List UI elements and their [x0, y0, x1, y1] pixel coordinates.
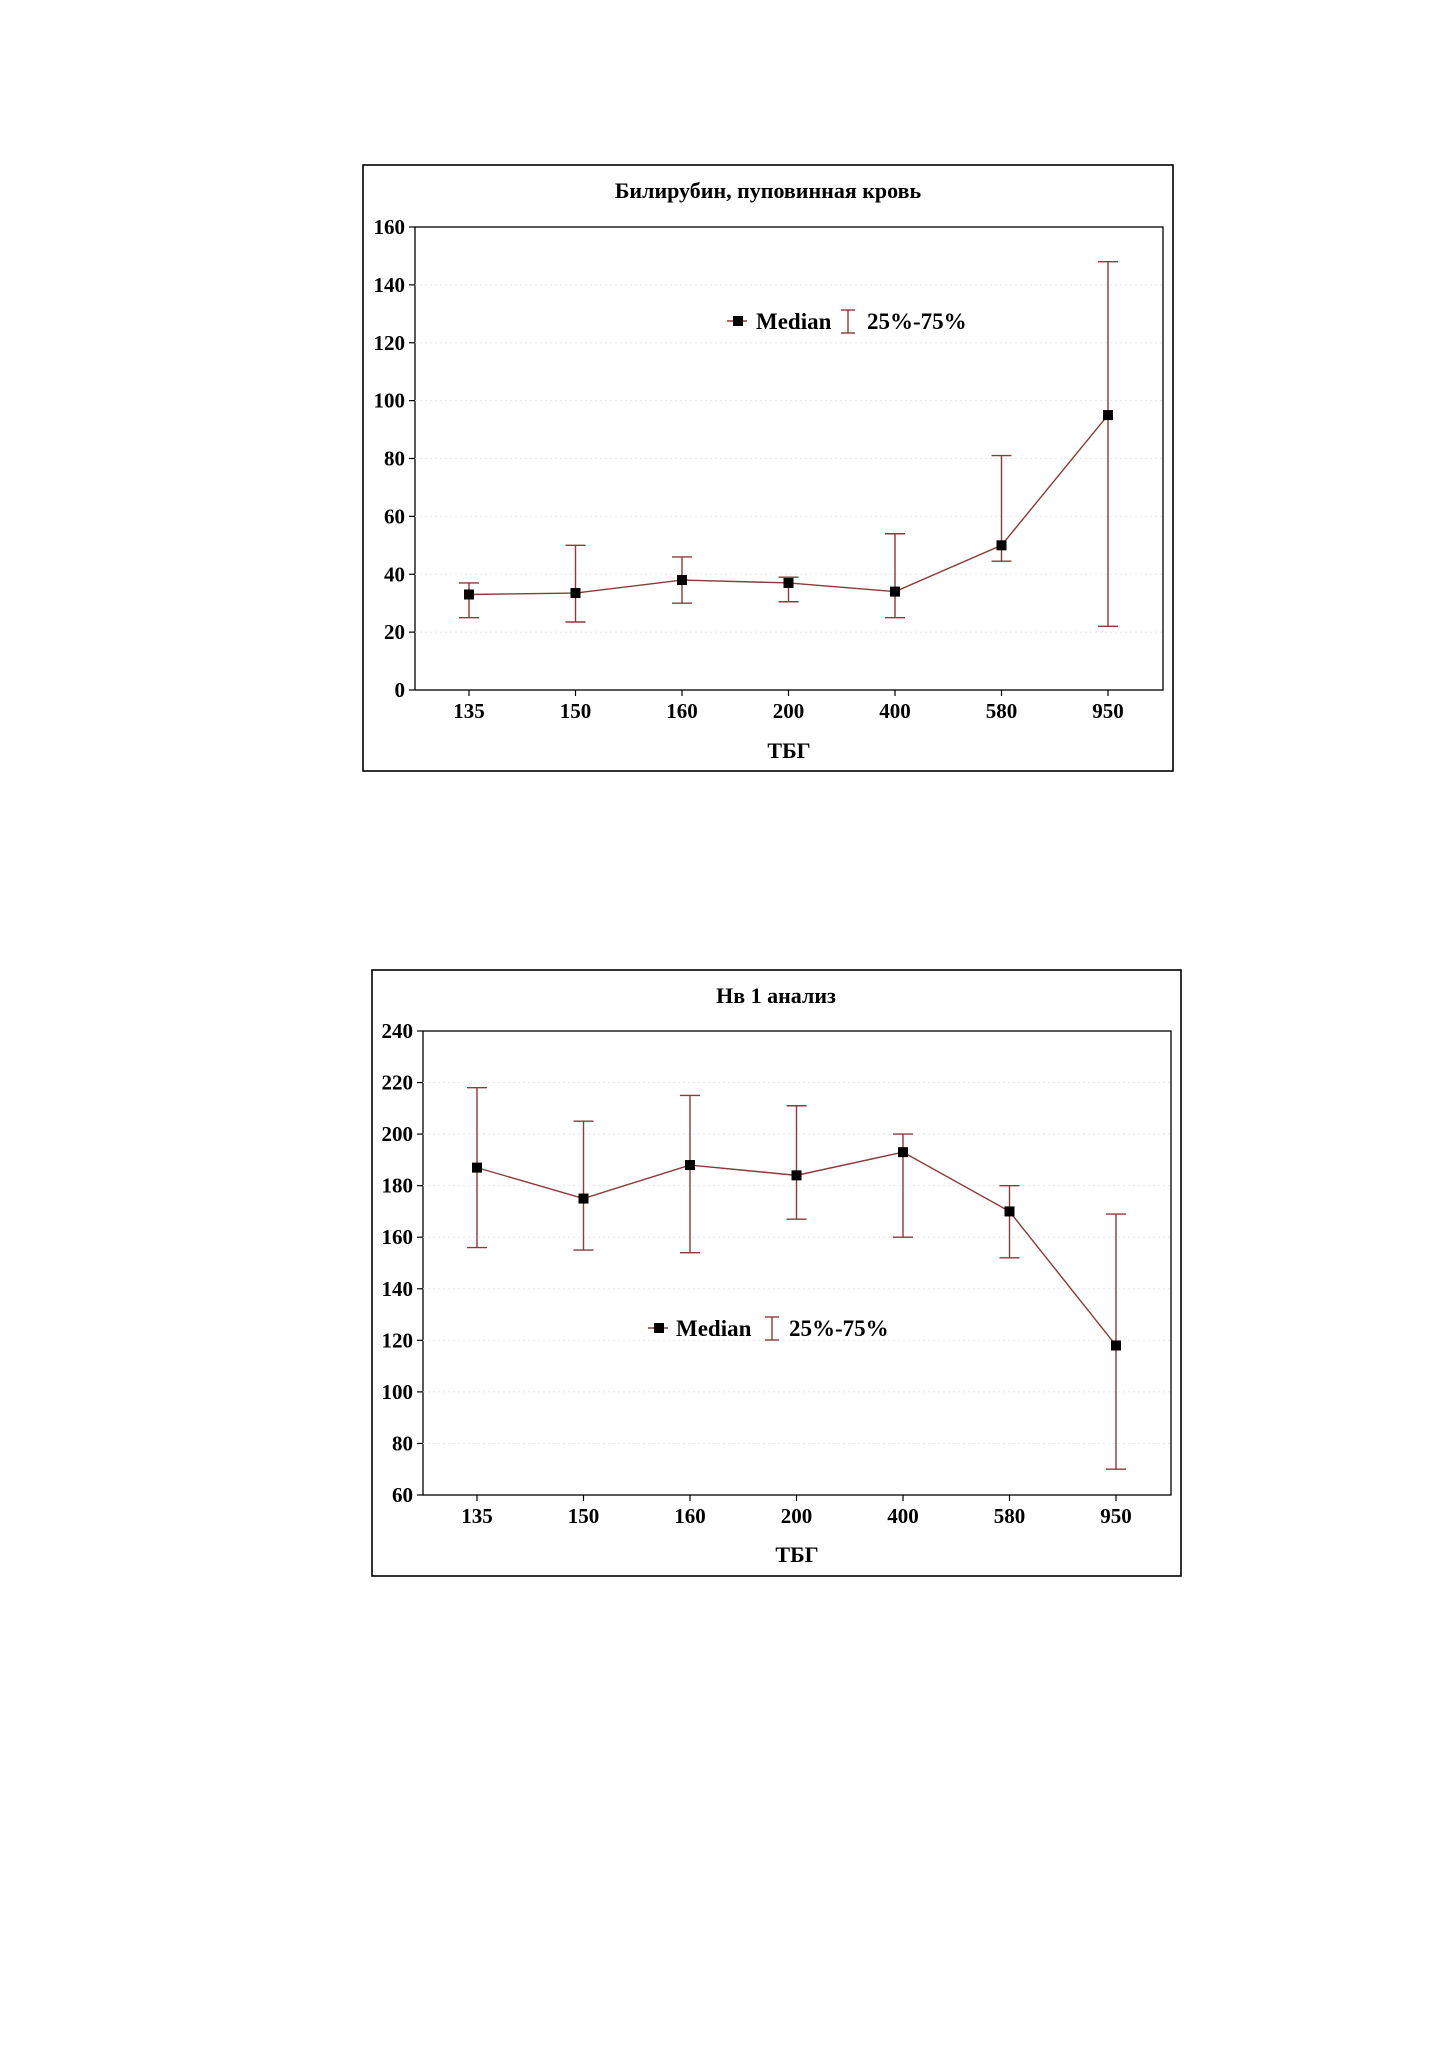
chart-title: Билирубин, пуповинная кровь [615, 178, 922, 203]
y-ticks: 60 80 100 120 140 160 180 200 220 240 [382, 1019, 423, 1507]
y-tick-label: 160 [374, 215, 406, 239]
median-point [783, 577, 794, 588]
y-tick-label: 120 [382, 1328, 414, 1352]
y-tick-label: 0 [395, 678, 406, 702]
x-tick-label: 200 [781, 1504, 813, 1528]
chart-hb: Нв 1 анализ 60 80 100 120 140 160 180 200 220 240… [371, 969, 1182, 1577]
median-point [1111, 1340, 1121, 1351]
x-tick-label: 580 [994, 1504, 1026, 1528]
y-tick-label: 180 [382, 1174, 414, 1198]
median-point [570, 588, 581, 599]
y-tick-label: 100 [382, 1380, 414, 1404]
legend-median-label: Median [756, 309, 832, 334]
median-markers [464, 410, 1113, 600]
x-tick-label: 160 [666, 699, 698, 723]
y-tick-label: 60 [384, 504, 405, 528]
median-point [890, 586, 900, 597]
legend: Median 25%-75% [648, 1316, 889, 1341]
y-tick-label: 200 [382, 1122, 414, 1146]
y-ticks: 0 20 40 60 80 100 120 140 160 [374, 215, 415, 702]
median-point [791, 1170, 802, 1181]
median-point [1103, 410, 1113, 421]
x-tick-label: 200 [773, 699, 805, 723]
legend-median-label: Median [676, 1316, 752, 1341]
y-tick-label: 120 [374, 331, 406, 355]
median-markers [472, 1147, 1121, 1351]
legend-median-marker [654, 1323, 664, 1333]
y-tick-label: 140 [374, 273, 406, 297]
x-tick-label: 400 [879, 699, 911, 723]
median-point [996, 540, 1007, 551]
y-tick-label: 20 [384, 620, 405, 644]
x-tick-label: 400 [887, 1504, 919, 1528]
median-point [677, 575, 687, 586]
y-tick-label: 240 [382, 1019, 414, 1043]
x-tick-label: 150 [560, 699, 592, 723]
median-point [464, 589, 474, 600]
x-tick-label: 950 [1092, 699, 1124, 723]
x-tick-label: 160 [674, 1504, 706, 1528]
chart-title: Нв 1 анализ [716, 983, 836, 1008]
legend-range-label: 25%-75% [867, 309, 967, 334]
x-tick-label: 950 [1100, 1504, 1132, 1528]
y-tick-label: 220 [382, 1071, 414, 1095]
y-tick-label: 80 [392, 1431, 413, 1455]
median-point [472, 1162, 482, 1173]
legend-range-icon [841, 309, 855, 334]
error-bars [459, 261, 1118, 628]
chart-bilirubin: Билирубин, пуповинная кровь 0 20 40 60 80 100… [362, 164, 1174, 772]
median-point [898, 1147, 908, 1158]
y-tick-label: 160 [382, 1225, 414, 1249]
median-point [578, 1193, 589, 1204]
median-point [685, 1160, 695, 1171]
x-axis-label: ТБГ [775, 1542, 818, 1567]
legend: Median 25%-75% [727, 309, 967, 334]
median-point [1004, 1206, 1015, 1217]
y-tick-label: 40 [384, 562, 405, 586]
y-tick-label: 100 [374, 389, 406, 413]
y-tick-label: 140 [382, 1277, 414, 1301]
legend-range-icon [765, 1316, 779, 1341]
x-tick-label: 135 [461, 1504, 493, 1528]
x-tick-label: 580 [986, 699, 1018, 723]
y-tick-label: 60 [392, 1483, 413, 1507]
y-tick-label: 80 [384, 447, 405, 471]
chart-frame [362, 164, 1174, 772]
x-tick-label: 135 [453, 699, 485, 723]
legend-range-label: 25%-75% [789, 1316, 889, 1341]
x-tick-label: 150 [568, 1504, 600, 1528]
x-axis-label: ТБГ [767, 738, 810, 763]
x-ticks: 135 150 160 200 400 580 950 [461, 1495, 1132, 1528]
chart-frame [371, 969, 1182, 1577]
legend-median-marker [733, 316, 743, 326]
x-ticks: 135 150 160 200 400 580 950 [453, 690, 1124, 723]
